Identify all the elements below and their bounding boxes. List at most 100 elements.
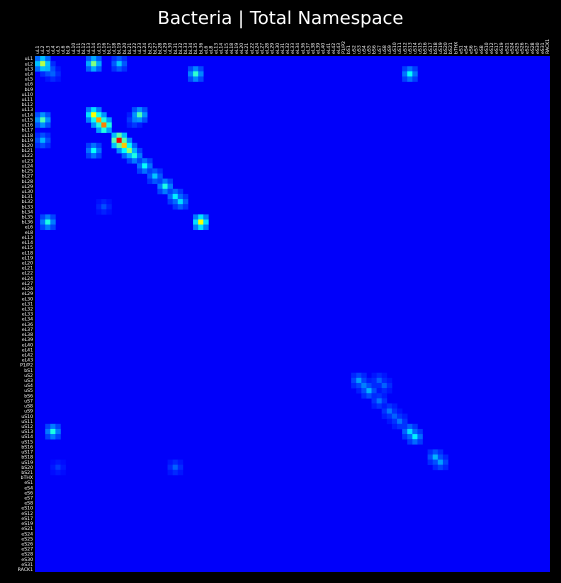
x-tick-label: uL24 — [142, 43, 148, 54]
heatmap-cell — [116, 56, 122, 62]
heatmap-cell — [55, 469, 61, 476]
heatmap-cell — [397, 418, 403, 425]
x-tick-label: uS2 — [351, 45, 357, 54]
y-tick-label: uS5 — [24, 388, 33, 394]
x-tick-label: uS17 — [428, 42, 434, 54]
heatmap-cell — [50, 423, 56, 430]
chart-title: Bacteria | Total Namespace — [157, 8, 404, 29]
y-tick-label: eL31 — [22, 301, 33, 307]
heatmap-cell — [381, 382, 388, 389]
x-tick-label: P1/P2 — [341, 41, 347, 54]
heatmap-cell — [366, 388, 372, 394]
x-tick-label: eL6 — [203, 46, 209, 54]
heatmap-cell — [381, 403, 388, 409]
heatmap-cell — [427, 459, 434, 466]
y-tick-label: eL22 — [22, 271, 33, 277]
heatmap-cell — [198, 219, 204, 225]
heatmap-cell — [55, 434, 61, 440]
y-tick-label: eL19 — [22, 255, 33, 261]
x-tick-label: uL2 — [40, 46, 46, 54]
y-tick-label: eL37 — [22, 327, 33, 333]
x-tick-label: bL21 — [127, 43, 133, 54]
heatmap-cell — [106, 204, 112, 210]
heatmap-cell — [126, 137, 133, 144]
heatmap-cell — [442, 454, 449, 460]
heatmap-cell — [162, 183, 168, 190]
heatmap-cell — [116, 137, 122, 144]
y-tick-label: eL33 — [22, 312, 33, 318]
heatmap-cell — [45, 117, 51, 123]
heatmap-cell — [412, 76, 418, 82]
y-tick-label: uL15 — [22, 117, 33, 123]
heatmap-cell — [106, 209, 112, 215]
x-tick-label: eS21 — [504, 42, 510, 54]
heatmap-cell — [152, 178, 158, 185]
heatmap-cell — [111, 142, 117, 149]
y-tick-label: uS17 — [21, 450, 33, 456]
heatmap-cell — [35, 137, 41, 144]
heatmap-cell — [442, 459, 449, 466]
x-tick-label: uS19 — [438, 42, 444, 54]
heatmap-cell — [96, 204, 102, 210]
x-tick-label: eL37 — [305, 43, 311, 54]
y-tick-label: eS28 — [21, 552, 33, 558]
x-tick-label: eL31 — [280, 43, 286, 54]
heatmap-cell — [136, 147, 143, 154]
heatmap-cell — [147, 163, 153, 169]
heatmap-cell — [412, 439, 418, 445]
y-tick-label: eL28 — [22, 286, 33, 292]
y-tick-label: eL38 — [22, 332, 33, 338]
heatmap-cell — [121, 137, 128, 144]
heatmap-cell — [442, 464, 449, 471]
heatmap-cell — [96, 142, 102, 149]
x-tick-label: uS9 — [387, 45, 393, 54]
heatmap-cell — [40, 142, 46, 149]
heatmap-cell — [136, 158, 143, 164]
heatmap-cell — [35, 122, 41, 128]
x-tick-label: uL4 — [50, 46, 56, 54]
heatmap-cell — [106, 122, 112, 128]
x-tick-label: uL6 — [61, 46, 67, 54]
heatmap-cell — [91, 153, 97, 159]
x-tick-label: uS12 — [402, 42, 408, 54]
heatmap-cell — [427, 449, 434, 455]
heatmap-cell — [121, 66, 128, 72]
heatmap-cell — [106, 117, 112, 123]
x-tick-label: eS6 — [469, 45, 475, 54]
heatmap-cell — [187, 76, 194, 82]
heatmap-cell — [45, 61, 51, 67]
heatmap-cell — [35, 56, 41, 62]
heatmap-cell — [35, 112, 41, 118]
y-tick-label: P1/P2 — [20, 363, 33, 369]
y-tick-label: eL15 — [22, 245, 33, 251]
heatmap-cell — [40, 137, 46, 144]
x-tick-label: eL42 — [331, 43, 337, 54]
x-tick-label: eS7 — [474, 45, 480, 54]
x-tick-label: eL8 — [209, 46, 215, 54]
heatmap-cell — [177, 469, 184, 476]
heatmap-cell — [50, 66, 56, 72]
heatmap-cell — [136, 122, 143, 128]
heatmap-cell — [131, 158, 138, 164]
heatmap-cell — [45, 219, 51, 225]
heatmap-cell — [111, 137, 117, 144]
x-tick-label: bL36 — [198, 43, 204, 54]
heatmap-cell — [193, 71, 199, 77]
heatmap-cell — [412, 428, 418, 435]
y-tick-label: uS11 — [21, 419, 33, 425]
heatmap-cell — [371, 377, 377, 384]
y-tick-label: uL5 — [25, 77, 33, 83]
x-tick-label: bL31 — [173, 43, 179, 54]
heatmap-cell — [116, 132, 122, 139]
heatmap-cell — [111, 56, 117, 62]
heatmap-cell — [397, 413, 403, 420]
x-tick-label: eL13 — [214, 43, 220, 54]
x-tick-label: eL38 — [310, 43, 316, 54]
x-tick-label: eL29 — [270, 43, 276, 54]
heatmap-cell — [402, 423, 408, 430]
x-tick-label: uL16 — [101, 43, 107, 54]
heatmap-cell — [386, 377, 393, 384]
y-tick-label: uL1 — [25, 56, 33, 62]
heatmap-cell — [147, 158, 153, 164]
heatmap-cell — [177, 188, 184, 195]
